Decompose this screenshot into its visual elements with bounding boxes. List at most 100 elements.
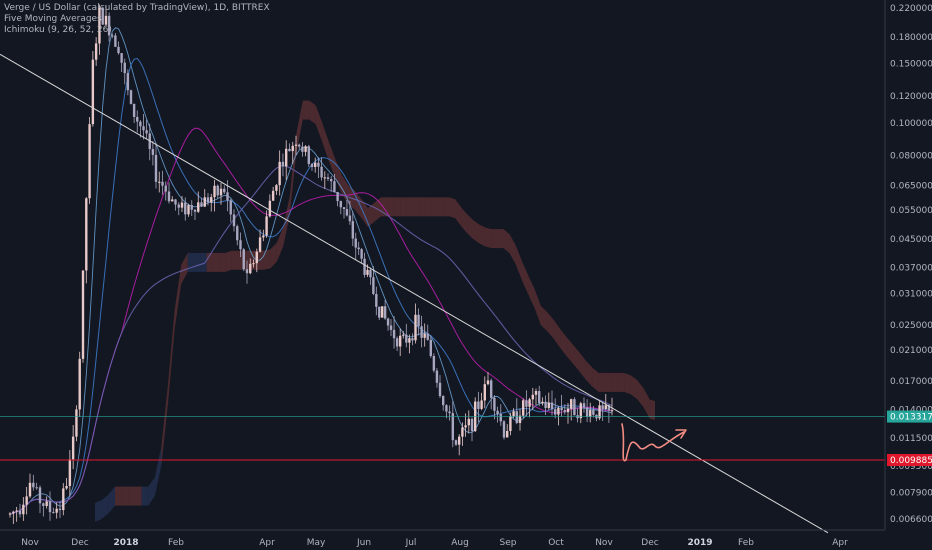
cloud-segment: [101, 494, 109, 520]
candle-body: [342, 207, 346, 210]
candle-body: [285, 148, 288, 167]
candle-body: [458, 436, 461, 445]
candle-body: [258, 237, 262, 252]
candle-body: [512, 411, 515, 417]
cloud-segment: [289, 134, 297, 216]
candle-body: [68, 459, 72, 486]
time-tick-label: Dec: [71, 538, 88, 548]
candle-body: [408, 338, 411, 343]
cloud-segment: [443, 197, 450, 217]
support-price-label: 0.00988582: [890, 456, 932, 466]
cloud-segment: [521, 261, 529, 295]
cloud-segment: [328, 141, 336, 178]
candle-body: [326, 177, 330, 180]
cloud-segment: [315, 105, 323, 142]
cloud-segment: [400, 197, 407, 217]
candle-body: [405, 334, 408, 343]
candle-body: [579, 403, 582, 419]
cloud-segment: [413, 197, 420, 217]
cloud-segment: [630, 375, 637, 399]
candle-body: [55, 508, 58, 513]
cloud-segment: [115, 486, 122, 506]
current-price-label: 0.01331755: [890, 413, 932, 423]
cloud-segment: [174, 265, 182, 330]
time-tick-label: Apr: [832, 538, 848, 548]
candle-body: [206, 197, 210, 203]
price-tick-label: 0.01400000: [890, 405, 932, 415]
candle-body: [167, 191, 171, 202]
candle-body: [515, 411, 518, 424]
candle-body: [252, 263, 255, 265]
candle-body: [554, 409, 557, 415]
candle-body: [544, 401, 547, 409]
price-tick-label: 0.00950000: [890, 462, 932, 472]
candle-body: [330, 179, 333, 182]
candle-body: [107, 15, 111, 36]
cloud-segment: [121, 486, 129, 506]
candle-body: [351, 221, 355, 239]
candle-body: [139, 121, 142, 127]
candle-body: [262, 235, 265, 238]
price-tick-label: 0.22000000: [890, 4, 932, 14]
time-tick-label: Feb: [168, 538, 184, 548]
candle-body: [164, 185, 167, 192]
candle-body: [304, 146, 307, 152]
candle-body: [531, 394, 534, 400]
candle-body: [171, 199, 174, 202]
candle-body: [490, 380, 493, 398]
candle-body: [307, 146, 310, 165]
price-axis-panel[interactable]: [885, 0, 932, 530]
cloud-segment: [181, 252, 188, 285]
time-tick-label: Apr: [259, 538, 275, 548]
price-tick-label: 0.01700000: [890, 377, 932, 387]
candle-body: [81, 270, 85, 359]
cloud-segment: [491, 229, 498, 249]
time-tick-label: May: [307, 538, 326, 548]
cloud-segment: [649, 399, 655, 421]
candle-body: [470, 418, 474, 432]
candle-body: [71, 436, 75, 460]
candle-body: [411, 338, 414, 341]
legend-ma-line: Five Moving Averages: [4, 14, 102, 24]
time-tick-label: Dec: [641, 538, 658, 548]
moving-average-line: [9, 165, 613, 516]
candle-body: [226, 192, 229, 201]
candle-body: [467, 418, 470, 426]
candle-body: [339, 201, 342, 208]
price-tick-label: 0.03700000: [890, 264, 932, 274]
candle-body: [197, 202, 200, 212]
candle-body: [389, 325, 393, 330]
candle-body: [193, 209, 197, 212]
candle-body: [145, 130, 148, 134]
candle-body: [345, 209, 349, 216]
cloud-segment: [270, 242, 277, 269]
candle-body: [123, 62, 126, 74]
cloud-segment: [449, 197, 456, 219]
candle-body: [42, 503, 45, 506]
time-tick-label: Feb: [738, 538, 754, 548]
candle-body: [216, 185, 219, 196]
candle-body: [91, 59, 95, 125]
candle-body: [111, 35, 114, 37]
cloud-segment: [467, 214, 474, 239]
candle-body: [429, 339, 433, 357]
candle-body: [589, 409, 592, 417]
cloud-segment: [95, 500, 102, 522]
candle-body: [480, 400, 483, 409]
cloud-segment: [479, 224, 486, 247]
candle-body: [132, 103, 136, 117]
candle-body: [357, 247, 360, 250]
candle-body: [380, 306, 384, 318]
cloud-segment: [455, 199, 462, 227]
forecast-arrow-annotation[interactable]: [621, 423, 687, 462]
time-tick-label: Aug: [451, 538, 469, 548]
cloud-segment: [431, 197, 438, 217]
candle-body: [423, 333, 426, 338]
candle-body: [98, 7, 101, 44]
candle-body: [38, 487, 42, 504]
candle-body: [435, 370, 439, 383]
candle-body: [354, 238, 357, 248]
cloud-segment: [528, 275, 535, 309]
trendline[interactable]: [0, 53, 829, 534]
